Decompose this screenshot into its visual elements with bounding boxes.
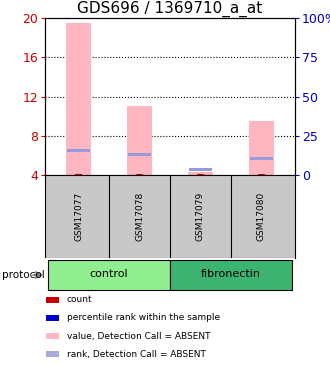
- Bar: [197, 174, 204, 175]
- FancyBboxPatch shape: [170, 260, 292, 290]
- Bar: [128, 153, 151, 156]
- Bar: [189, 168, 212, 171]
- Bar: [136, 174, 143, 175]
- Text: percentile rank within the sample: percentile rank within the sample: [67, 314, 220, 322]
- Text: rank, Detection Call = ABSENT: rank, Detection Call = ABSENT: [67, 350, 206, 358]
- Text: GSM17080: GSM17080: [257, 192, 266, 241]
- Text: value, Detection Call = ABSENT: value, Detection Call = ABSENT: [67, 332, 211, 340]
- Text: protocol: protocol: [2, 270, 45, 280]
- Bar: [188, 172, 213, 175]
- Bar: [127, 106, 152, 175]
- Title: GDS696 / 1369710_a_at: GDS696 / 1369710_a_at: [77, 0, 263, 16]
- Bar: [66, 23, 91, 175]
- Text: count: count: [67, 296, 93, 304]
- FancyBboxPatch shape: [48, 260, 170, 290]
- Text: GSM17078: GSM17078: [135, 192, 144, 241]
- Text: GSM17079: GSM17079: [196, 192, 205, 241]
- Bar: [249, 121, 274, 175]
- Bar: [250, 157, 273, 160]
- Bar: [67, 149, 90, 152]
- Text: control: control: [90, 269, 128, 279]
- Text: fibronectin: fibronectin: [201, 269, 261, 279]
- Text: GSM17077: GSM17077: [74, 192, 83, 241]
- Bar: [75, 174, 82, 175]
- Bar: [258, 174, 265, 175]
